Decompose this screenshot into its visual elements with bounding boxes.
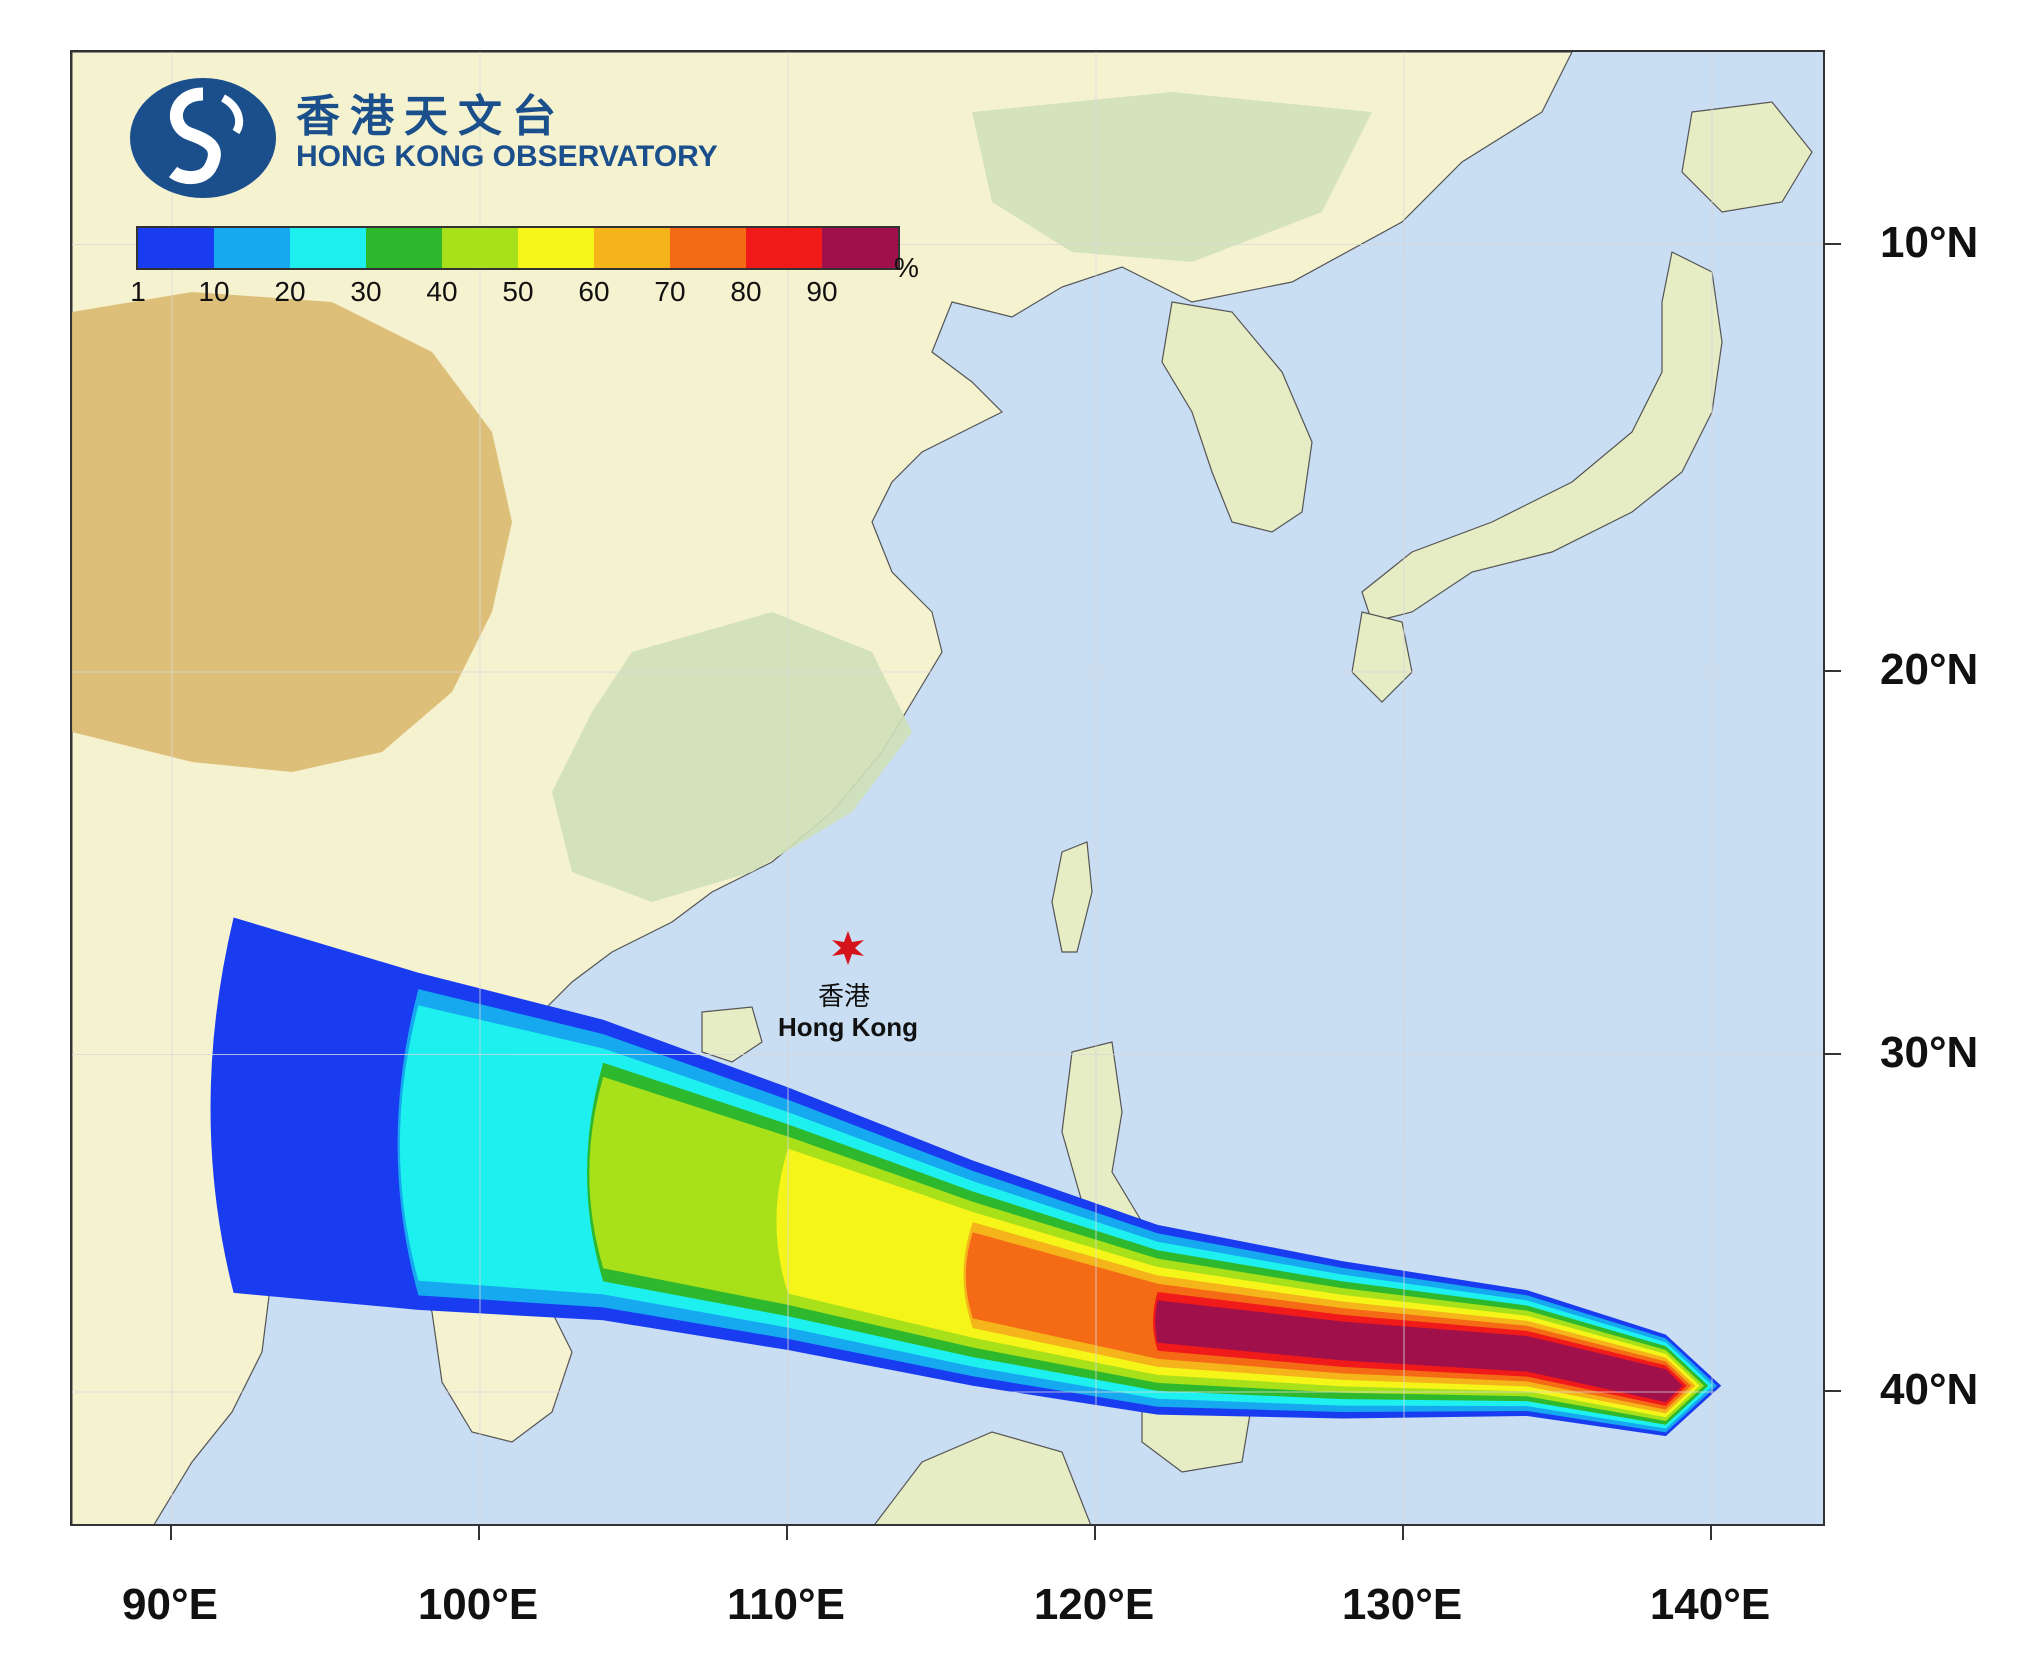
legend-tick-label: 1 xyxy=(130,276,146,307)
hills-southeast-china xyxy=(552,612,912,902)
latitude-tick-label: 20°N xyxy=(1880,645,1979,694)
legend-tick-label: 30 xyxy=(350,276,382,307)
longitude-tick-label: 130°E xyxy=(1341,1580,1463,1629)
latitude-tick-label: 40°N xyxy=(1880,1365,1979,1414)
latitude-tick xyxy=(1825,670,1841,672)
hills-northeast-china xyxy=(972,92,1372,262)
japan-kyushu xyxy=(1351,611,1413,703)
latitude-tick xyxy=(1825,1052,1841,1055)
legend-swatch-80 xyxy=(746,228,822,268)
probability-band-90 xyxy=(1155,1300,1683,1403)
legend-color-bar xyxy=(136,226,900,270)
latitude-tick-label: 30°N xyxy=(1880,1027,1979,1077)
longitude-tick xyxy=(478,1526,480,1540)
hko-emblem-icon xyxy=(130,78,276,198)
borneo-island xyxy=(874,1431,1092,1524)
longitude-tick xyxy=(1402,1526,1404,1540)
probability-legend: % 1 10 20 30 40 50 60 70 80 90 xyxy=(130,226,919,307)
longitude-tick xyxy=(1094,1526,1096,1540)
japan-honshu xyxy=(1361,251,1723,623)
legend-swatch-50 xyxy=(518,228,594,268)
legend-tick-label: 10 xyxy=(198,276,230,307)
latitude-tick xyxy=(1825,242,1841,245)
plateau-region xyxy=(72,292,512,772)
legend-tick-label: 90 xyxy=(806,276,838,307)
longitude-tick-label: 140°E xyxy=(1649,1580,1771,1629)
legend-tick-label: 40 xyxy=(426,276,458,307)
map-frame xyxy=(70,50,1825,1526)
latitude-tick xyxy=(1825,1390,1841,1392)
hko-logo: 香港天文台 HONG KONG OBSERVATORY xyxy=(128,76,748,206)
legend-tick-label: 20 xyxy=(274,276,306,307)
location-label-english: Hong Kong xyxy=(778,1012,919,1042)
star-marker-icon xyxy=(832,931,864,965)
legend-swatch-10 xyxy=(214,228,290,268)
logo-title-english: HONG KONG OBSERVATORY xyxy=(296,140,718,173)
japan-hokkaido xyxy=(1681,101,1813,213)
map-canvas xyxy=(72,52,1823,1524)
legend-tick-label: 50 xyxy=(502,276,534,307)
legend-swatch-90 xyxy=(822,228,898,268)
legend-unit: % xyxy=(894,252,919,283)
longitude-tick xyxy=(1710,1526,1712,1540)
longitude-tick-label: 120°E xyxy=(1033,1580,1155,1629)
logo-title-chinese: 香港天文台 xyxy=(296,91,566,142)
korea-peninsula xyxy=(1161,301,1313,533)
legend-swatch-1 xyxy=(138,228,214,268)
legend-tick-label: 60 xyxy=(578,276,610,307)
hainan-island xyxy=(701,1006,763,1063)
legend-swatch-40 xyxy=(442,228,518,268)
longitude-tick-label: 90°E xyxy=(122,1580,218,1629)
longitude-tick xyxy=(786,1526,788,1540)
longitude-tick-label: 110°E xyxy=(727,1580,845,1629)
legend-swatch-70 xyxy=(670,228,746,268)
location-label-chinese: 香港 xyxy=(818,982,871,1012)
legend-tick-label: 80 xyxy=(730,276,762,307)
probability-swath xyxy=(210,917,1722,1437)
legend-swatch-60 xyxy=(594,228,670,268)
longitude-tick-label: 100°E xyxy=(417,1580,539,1629)
longitude-tick xyxy=(170,1526,172,1540)
legend-swatch-20 xyxy=(290,228,366,268)
latitude-tick-label: 10°N xyxy=(1880,217,1979,267)
taiwan-island xyxy=(1051,841,1093,953)
legend-tick-label: 70 xyxy=(654,276,686,307)
legend-swatch-30 xyxy=(366,228,442,268)
